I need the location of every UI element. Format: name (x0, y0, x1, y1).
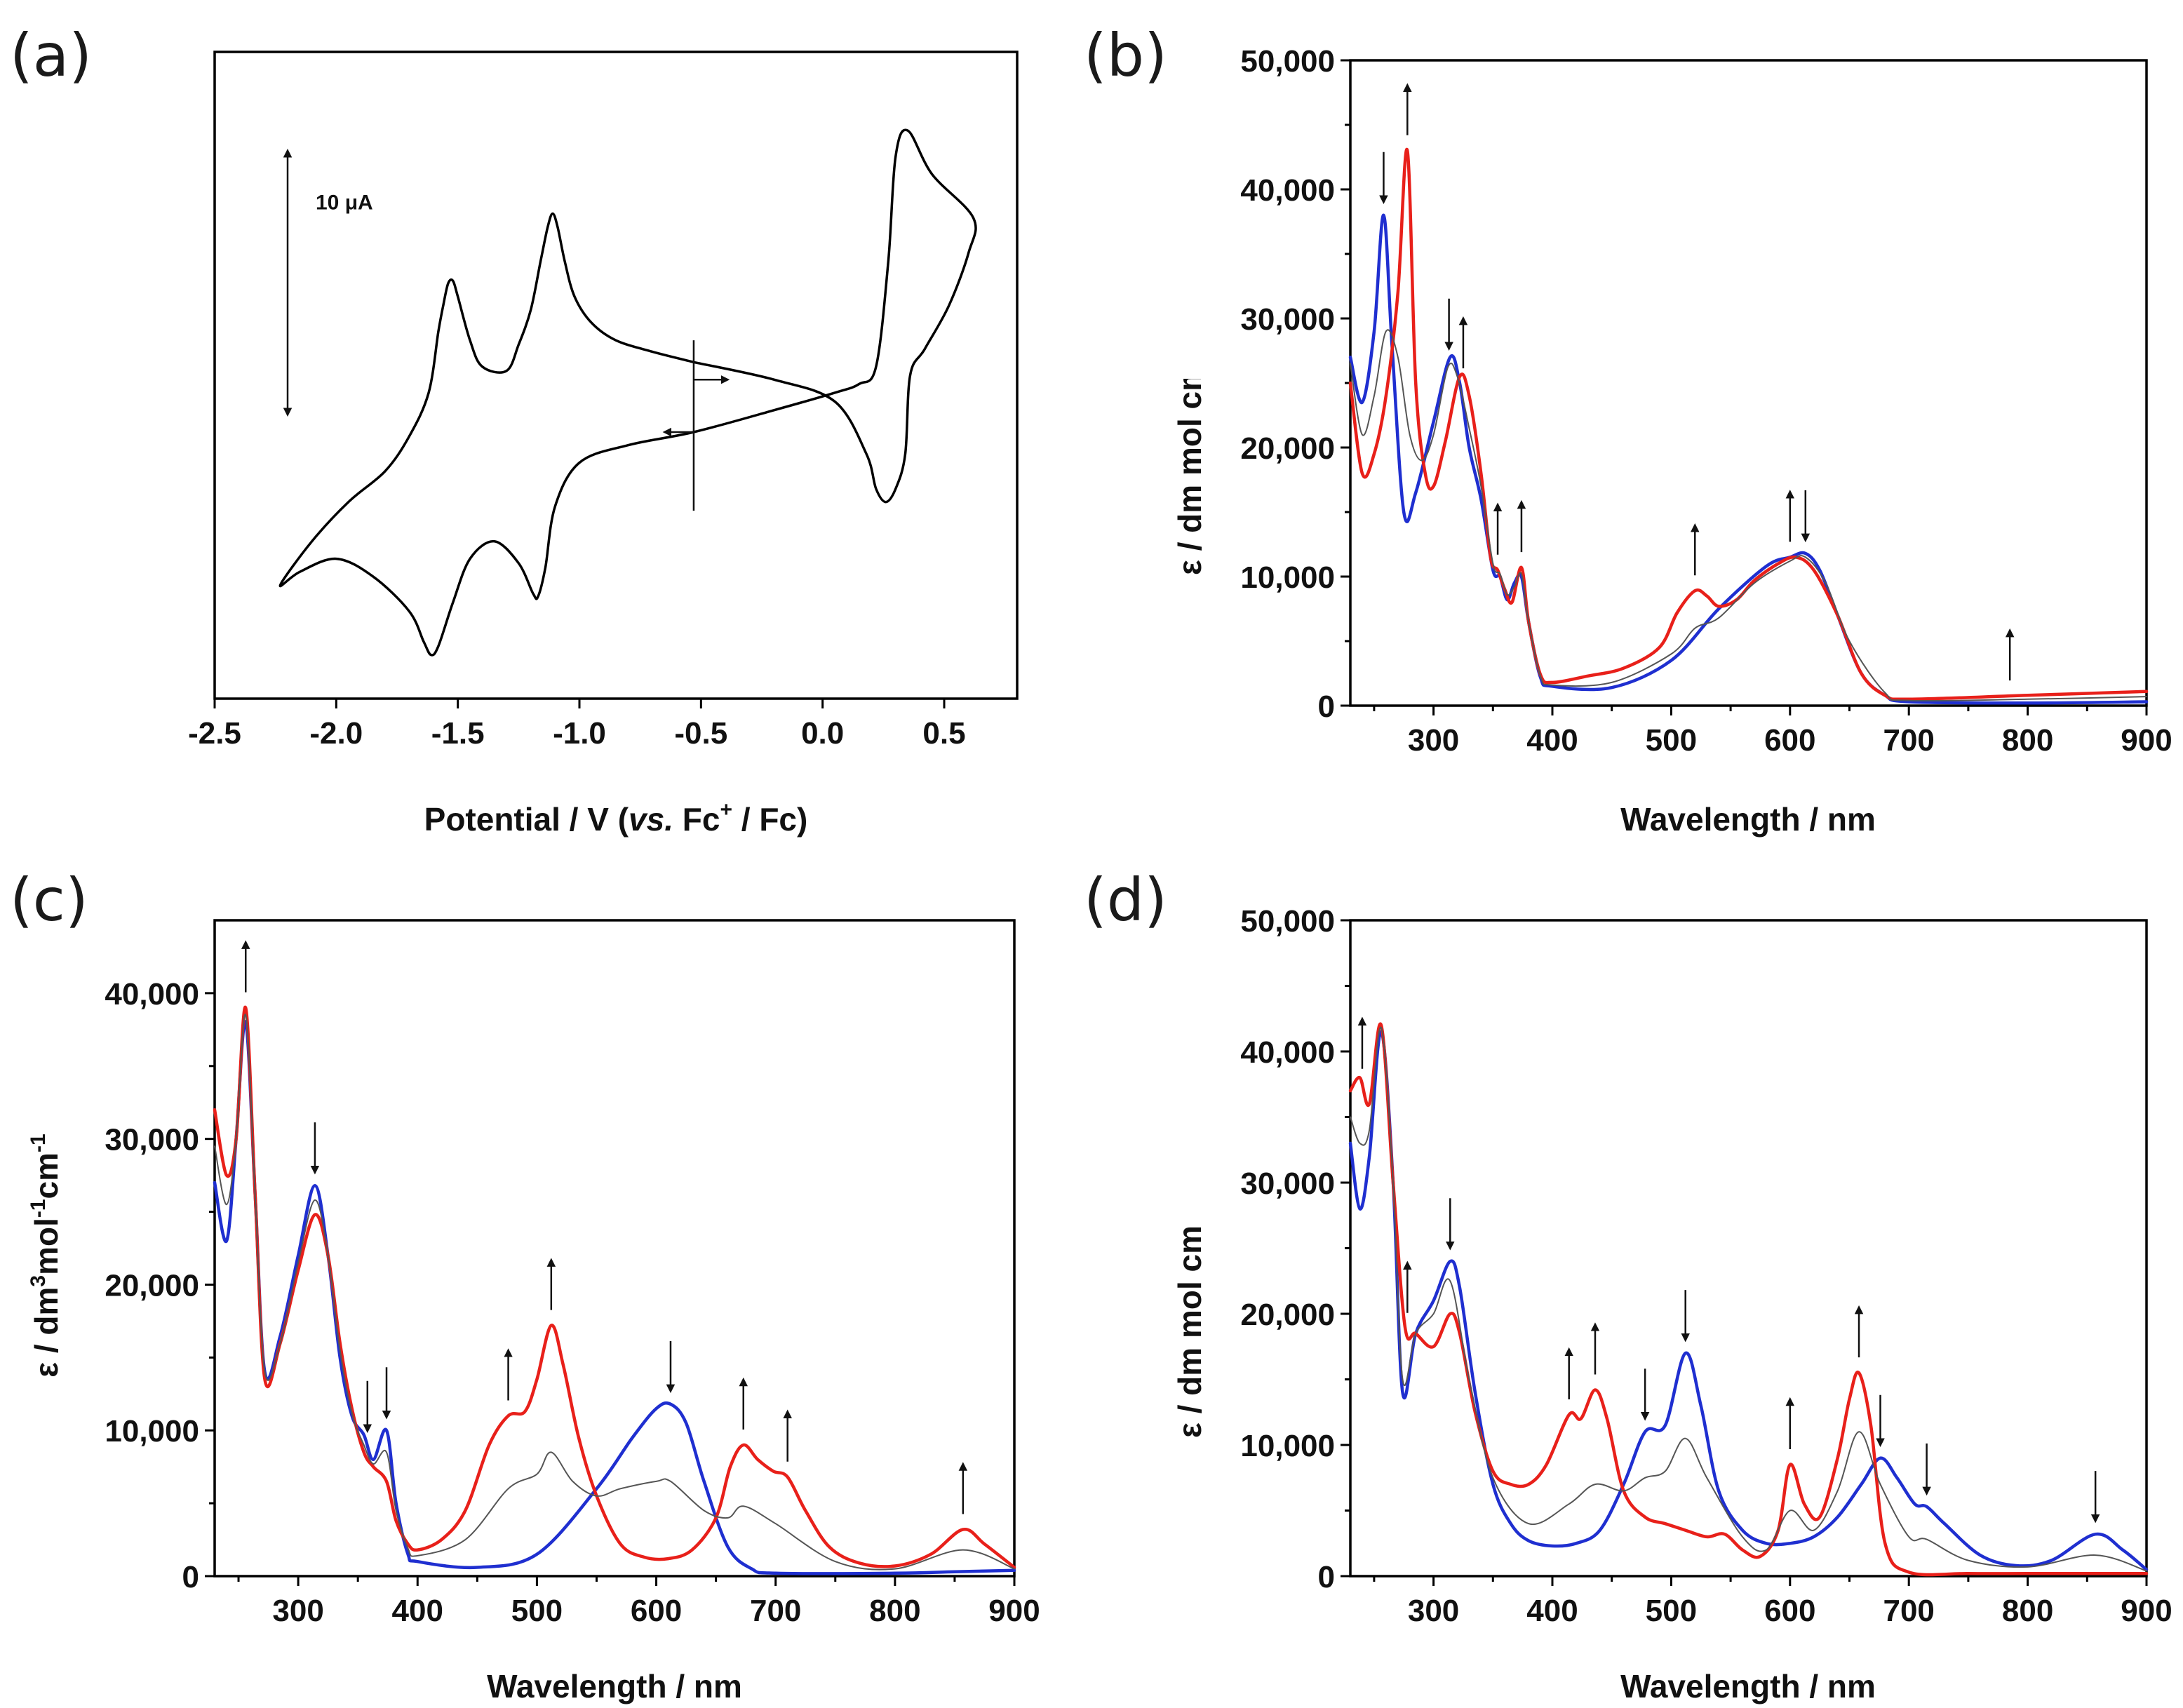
x-tick-label: 700 (1883, 1594, 1934, 1628)
y-tick-label: 30,000 (105, 1123, 199, 1157)
x-tick-label: 800 (869, 1594, 920, 1628)
x-tick-label: -1.5 (431, 716, 485, 751)
y-tick-label: 40,000 (105, 977, 199, 1011)
axis-ticks-b: 300 400 500 600 700 800 900 0 10,000 20,000 30,000… (1240, 44, 2172, 758)
absorption-spectra-panel-c: (c) 300 400 500 600 700 800 900010,00020,00030… (10, 866, 1040, 1704)
spectrum-trace (1348, 1022, 2149, 1577)
x-tick-label: 300 (272, 1594, 323, 1628)
annotations-a: 10 μA (283, 149, 730, 511)
x-tick-label: 800 (2002, 1594, 2053, 1628)
axis-ticks-d: 300 400 500 600 700 800 900 0 10,000 20,000 30,000… (1240, 904, 2172, 1628)
x-tick-label: 0.0 (801, 716, 844, 751)
x-axis-title-d: Wavelength / nm (1620, 1668, 1876, 1704)
spectra-curves-c (213, 1005, 1016, 1575)
spectrum-trace (1350, 1026, 2147, 1572)
spectral-change-arrows-b (1379, 83, 2015, 681)
y-axis-title-d: ε / dm mol cm (1171, 1225, 1208, 1438)
plot-frame-a (213, 51, 1019, 700)
spectrum-trace (1348, 147, 2149, 701)
y-tick-label: 0 (182, 1560, 199, 1594)
x-tick-label: 500 (1646, 723, 1697, 758)
panel-label-d: (d) (1084, 866, 1167, 934)
spectra-curves-b (1348, 147, 2149, 705)
x-tick-label: 800 (2002, 723, 2053, 758)
y-tick-label: 10,000 (105, 1414, 199, 1448)
x-tick-label: 600 (631, 1594, 682, 1628)
cyclic-voltammogram-panel: (a) -2.5 -2.0 -1.5 -1.0 -0.5 0.0 0.5 10 μA Pot… (10, 21, 1019, 838)
x-axis-title-a: Potential / V (vs. Fc+ / Fc) (424, 798, 808, 838)
x-tick-label: 900 (2121, 723, 2172, 758)
x-axis-title-c: Wavelength / nm (487, 1668, 742, 1704)
y-tick-label: 10,000 (1240, 1429, 1335, 1463)
plot-frame-d (1349, 919, 2148, 1578)
spectrum-trace (1348, 1030, 2149, 1571)
spectrum-trace (213, 1005, 1016, 1569)
y-tick-label: 10,000 (1240, 560, 1335, 595)
x-tick-label: 500 (1646, 1594, 1697, 1628)
x-tick-label: 600 (1764, 723, 1815, 758)
x-tick-label: 600 (1764, 1594, 1815, 1628)
axis-ticks-c: 300 400 500 600 700 800 900 0 10,000 20,000 30,000… (105, 977, 1040, 1628)
x-tick-label: 400 (392, 1594, 443, 1628)
current-scale-label: 10 μA (316, 191, 373, 214)
y-tick-label: 0 (1318, 1560, 1335, 1594)
x-tick-label: 300 (1408, 723, 1459, 758)
spectrum-trace (214, 1014, 1015, 1571)
absorption-spectra-panel-d: (d) 300 400 500 600 700 800 900010,00020,00030… (1084, 866, 2172, 1704)
spectral-change-arrows-c (241, 940, 968, 1514)
y-tick-label: 50,000 (1240, 44, 1335, 79)
x-tick-label: 900 (2121, 1594, 2172, 1628)
x-ticks-a: -2.5 -2.0 -1.5 -1.0 -0.5 0.0 0.5 (188, 699, 966, 751)
plot-frame-b (1349, 59, 2148, 707)
spectra-curves-d (1348, 1022, 2149, 1577)
x-tick-label: 400 (1526, 723, 1578, 758)
y-tick-label: 40,000 (1240, 173, 1335, 208)
x-tick-label: 700 (1883, 723, 1934, 758)
cv-curve-group (278, 128, 977, 657)
y-tick-label: 0 (1318, 690, 1335, 724)
x-tick-label: -0.5 (674, 716, 727, 751)
x-tick-label: -1.0 (553, 716, 606, 751)
spectral-change-arrows-d (1357, 1016, 2100, 1524)
x-tick-label: -2.0 (309, 716, 363, 751)
x-tick-label: 500 (511, 1594, 563, 1628)
y-axis-title-c: ε / dm3mol-1cm-1 (27, 1134, 65, 1378)
y-tick-label: 30,000 (1240, 1166, 1335, 1201)
x-tick-label: 700 (750, 1594, 801, 1628)
panel-label-a: (a) (10, 21, 92, 90)
absorption-spectra-panel-b: (b) 300 400 500 600 700 800 900010,00020,00030… (1084, 21, 2172, 838)
x-tick-label: 400 (1526, 1594, 1578, 1628)
y-tick-label: 50,000 (1240, 904, 1335, 939)
x-tick-label: 0.5 (922, 716, 965, 751)
y-tick-label: 20,000 (105, 1268, 199, 1303)
y-tick-label: 40,000 (1240, 1035, 1335, 1070)
y-tick-label: 20,000 (1240, 1298, 1335, 1332)
cv-trace (278, 128, 977, 657)
plot-frame-c (213, 919, 1016, 1578)
x-tick-label: -2.5 (188, 716, 241, 751)
y-tick-label: 30,000 (1240, 302, 1335, 337)
y-tick-label: 20,000 (1240, 431, 1335, 466)
spectrum-trace (1350, 329, 2147, 702)
x-tick-label: 900 (988, 1594, 1040, 1628)
x-tick-label: 300 (1408, 1594, 1459, 1628)
y-axis-title-b: ε / dm mol cm (1171, 363, 1208, 575)
panel-label-c: (c) (10, 866, 88, 934)
spectrum-trace (1348, 213, 2149, 705)
panel-label-b: (b) (1084, 21, 1167, 90)
x-axis-title-b: Wavelength / nm (1620, 801, 1876, 838)
